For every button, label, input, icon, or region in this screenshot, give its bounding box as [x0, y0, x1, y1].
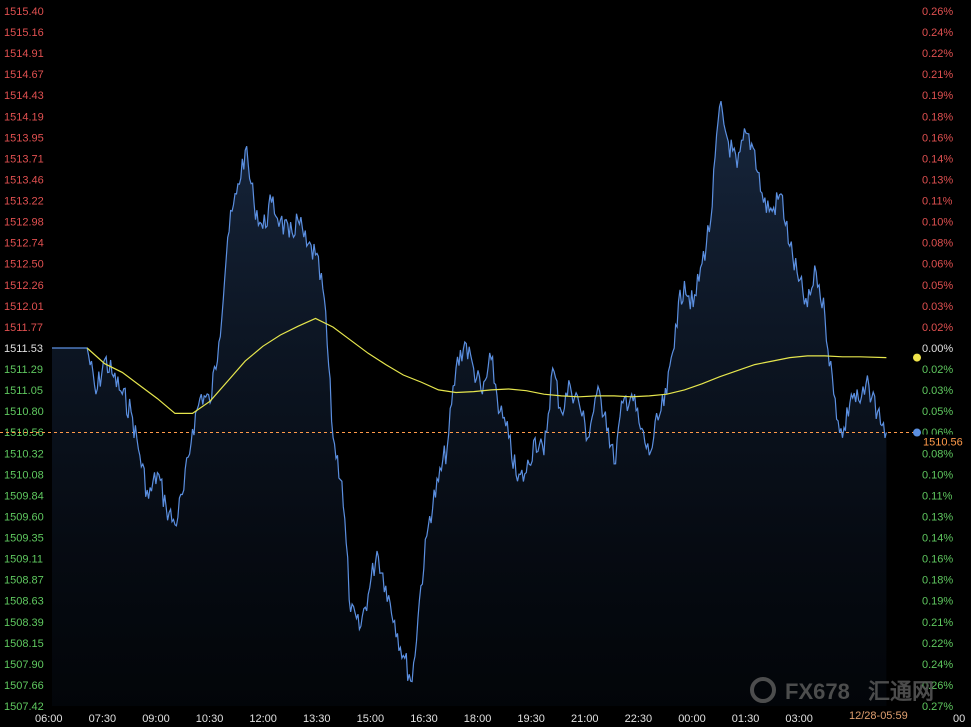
pct-tick-label: 0.16% [922, 554, 953, 566]
pct-tick-label: 0.26% [922, 680, 953, 692]
y-tick-label: 1509.84 [4, 490, 44, 502]
fx678-logo-icon [750, 677, 776, 703]
y-tick-label: 1512.74 [4, 238, 44, 250]
pct-tick-label: 0.02% [922, 322, 953, 334]
pct-tick-label: 0.18% [922, 111, 953, 123]
current-price-label: 1510.56 [923, 437, 963, 449]
pct-tick-label: 0.06% [922, 259, 953, 271]
x-tick-label: 06:00 [35, 713, 63, 725]
pct-tick-label: 0.03% [922, 385, 953, 397]
pct-tick-label: 0.05% [922, 280, 953, 292]
x-tick-label: 22:30 [625, 713, 653, 725]
y-tick-label: 1513.71 [4, 153, 44, 165]
pct-tick-label: 0.11% [922, 196, 953, 208]
y-tick-label: 1508.39 [4, 617, 44, 629]
pct-tick-label: 0.19% [922, 90, 953, 102]
watermark-text: FX678 [785, 679, 850, 704]
y-tick-label: 1509.35 [4, 533, 44, 545]
pct-tick-label: 0.24% [922, 27, 953, 39]
y-tick-label: 1515.16 [4, 27, 44, 39]
pct-tick-label: 0.16% [922, 132, 953, 144]
x-tick-label: 12:00 [249, 713, 277, 725]
y-tick-label: 1511.29 [4, 364, 43, 376]
x-tick-label: 16:30 [410, 713, 438, 725]
pct-tick-label: 0.08% [922, 238, 953, 250]
current-price-marker [913, 428, 921, 437]
y-tick-label: 1515.40 [4, 6, 44, 18]
y-tick-label: 1511.05 [4, 385, 43, 397]
y-tick-label: 1509.60 [4, 511, 44, 523]
pct-tick-label: 0.10% [922, 469, 953, 481]
pct-tick-label: 0.13% [922, 174, 953, 186]
y-tick-label: 1511.53 [4, 343, 43, 355]
y-tick-label: 1507.90 [4, 659, 44, 671]
pct-tick-label: 0.03% [922, 301, 953, 313]
y-tick-label: 1514.19 [4, 111, 44, 123]
x-tick-label: 21:00 [571, 713, 599, 725]
y-tick-label: 1508.63 [4, 596, 44, 608]
y-tick-label: 1510.56 [4, 427, 44, 439]
x-tick-label-trailing: 00 [953, 713, 965, 725]
y-tick-label: 1514.43 [4, 90, 44, 102]
price-line [52, 100, 887, 683]
y-tick-label: 1514.91 [4, 48, 44, 60]
y-tick-label: 1508.87 [4, 575, 44, 587]
x-tick-label: 19:30 [517, 713, 545, 725]
pct-tick-label: 0.14% [922, 153, 953, 165]
x-tick-label: 15:00 [357, 713, 385, 725]
y-tick-label: 1511.77 [4, 322, 43, 334]
pct-tick-label: 0.13% [922, 511, 953, 523]
pct-tick-label: 0.14% [922, 533, 953, 545]
pct-tick-label: 0.19% [922, 596, 953, 608]
x-tick-label: 13:30 [303, 713, 331, 725]
timestamp: 12/28-05:59 [849, 710, 908, 722]
y-tick-label: 1513.22 [4, 196, 44, 208]
average-price-line [86, 317, 887, 414]
y-tick-label: 1512.26 [4, 280, 44, 292]
y-tick-label: 1508.15 [4, 638, 44, 650]
pct-tick-label: 0.00% [922, 343, 953, 355]
pct-tick-label: 0.27% [922, 701, 953, 713]
pct-tick-label: 0.21% [922, 69, 953, 81]
y-tick-label: 1512.98 [4, 217, 44, 229]
y-tick-label: 1507.42 [4, 701, 44, 713]
y-tick-label: 1510.32 [4, 448, 44, 460]
y-tick-label: 1509.11 [4, 554, 43, 566]
y-tick-label: 1510.80 [4, 406, 44, 418]
pct-tick-label: 0.24% [922, 659, 953, 671]
price-area-fill [52, 101, 887, 707]
pct-tick-label: 0.10% [922, 217, 953, 229]
y-tick-label: 1513.46 [4, 174, 44, 186]
current-price-label-bg [920, 434, 970, 449]
y-tick-label: 1514.67 [4, 69, 44, 81]
y-tick-label: 1512.01 [4, 301, 44, 313]
pct-tick-label: 0.11% [922, 490, 953, 502]
pct-tick-label: 0.02% [922, 364, 953, 376]
y-tick-label: 1512.50 [4, 259, 44, 271]
y-tick-label: 1513.95 [4, 132, 44, 144]
x-tick-label: 18:00 [464, 713, 492, 725]
x-tick-label: 03:00 [785, 713, 813, 725]
pct-tick-label: 0.18% [922, 575, 953, 587]
y-tick-label: 1507.66 [4, 680, 44, 692]
pct-tick-label: 0.26% [922, 6, 953, 18]
x-tick-label: 01:30 [732, 713, 760, 725]
x-tick-label: 00:00 [678, 713, 706, 725]
x-tick-label: 09:00 [142, 713, 170, 725]
pct-tick-label: 0.21% [922, 617, 953, 629]
y-tick-label: 1510.08 [4, 469, 44, 481]
x-tick-label: 07:30 [89, 713, 117, 725]
pct-tick-label: 0.22% [922, 638, 953, 650]
watermark: FX678 汇通网 [750, 677, 934, 704]
x-tick-label: 10:30 [196, 713, 224, 725]
pct-tick-label: 0.22% [922, 48, 953, 60]
pct-tick-label: 0.05% [922, 406, 953, 418]
watermark-cn: 汇通网 [868, 679, 934, 704]
average-price-marker [913, 353, 921, 362]
pct-tick-label: 0.08% [922, 448, 953, 460]
